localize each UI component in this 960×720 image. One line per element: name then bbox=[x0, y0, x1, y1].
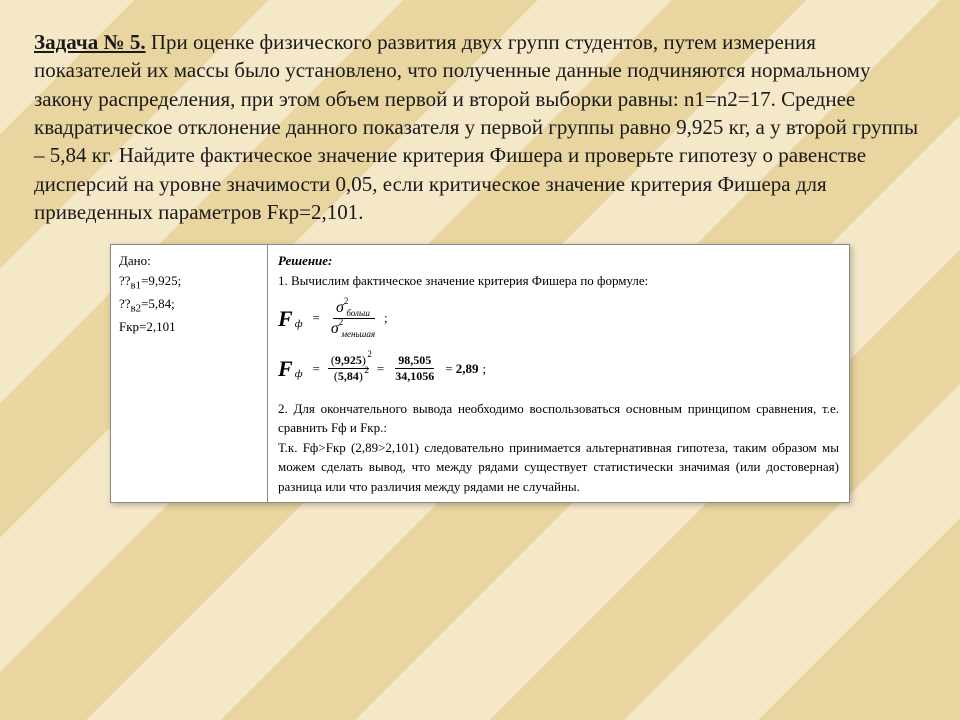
problem-body: При оценке физического развития двух гру… bbox=[34, 30, 918, 224]
problem-statement: Задача № 5. При оценке физического разви… bbox=[0, 0, 960, 236]
given-column: Дано: ??в1=9,925; ??в2=5,84; Fкр=2,101 bbox=[111, 245, 268, 502]
solution-header: Решение: bbox=[278, 251, 839, 271]
solution-table: Дано: ??в1=9,925; ??в2=5,84; Fкр=2,101 Р… bbox=[110, 244, 850, 503]
problem-title: Задача № 5. bbox=[34, 30, 146, 54]
given-line-2: ??в2=5,84; bbox=[119, 294, 259, 317]
conclusion-text: Т.к. Fф>Fкр (2,89>2,101) следовательно п… bbox=[278, 438, 839, 497]
formula-1: F ф = σ 2 больш σ 2 меньшая bbox=[278, 298, 839, 337]
step-1-text: 1. Вычислим фактическое значение критери… bbox=[278, 271, 839, 291]
step-2-text: 2. Для окончательного вывода необходимо … bbox=[278, 399, 839, 438]
solution-column: Решение: 1. Вычислим фактическое значени… bbox=[268, 245, 849, 502]
given-line-1: ??в1=9,925; bbox=[119, 271, 259, 294]
given-line-3: Fкр=2,101 bbox=[119, 317, 259, 337]
formula-2: F ф = (9,925)2 (5,84)2 = 98,505 34,1056 … bbox=[278, 352, 839, 385]
given-header: Дано: bbox=[119, 251, 259, 271]
